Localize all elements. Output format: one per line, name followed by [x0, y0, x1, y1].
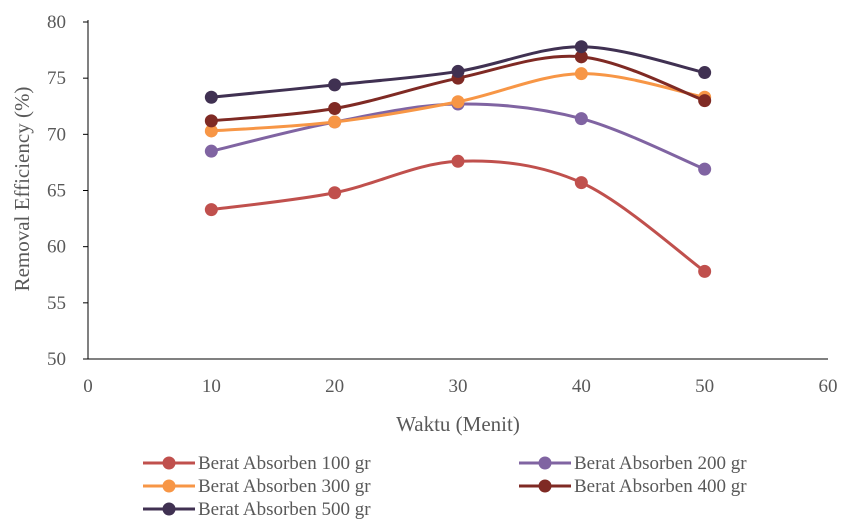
- data-point: [574, 112, 588, 126]
- legend: Berat Absorben 100 gr Berat Absorben 200 …: [143, 453, 747, 519]
- data-point: [698, 162, 712, 176]
- data-point: [574, 67, 588, 81]
- data-point: [574, 40, 588, 54]
- series-line: [211, 159, 706, 273]
- y-tick-label: 55: [47, 293, 66, 314]
- data-point: [204, 114, 218, 128]
- legend-item-2: Berat Absorben 200 gr: [519, 453, 747, 474]
- y-tick-label: 50: [47, 349, 66, 370]
- data-point: [574, 176, 588, 190]
- y-tick-label: 75: [47, 68, 66, 89]
- legend-item-3: Berat Absorben 300 gr: [143, 476, 371, 497]
- legend-swatch-marker: [162, 456, 176, 470]
- y-axis-title: Removal Efficiency (%): [10, 87, 34, 292]
- legend-label: Berat Absorben 100 gr: [198, 453, 371, 474]
- data-point: [328, 115, 342, 129]
- legend-item-5: Berat Absorben 500 gr: [143, 499, 371, 519]
- legend-label: Berat Absorben 400 gr: [574, 476, 747, 497]
- x-tick-label: 60: [819, 376, 838, 397]
- series-5: [204, 40, 712, 104]
- data-point: [204, 144, 218, 158]
- legend-swatch-marker: [538, 456, 552, 470]
- y-axis: 50 55 60 65 70 75 80: [47, 12, 89, 370]
- series-lines: [204, 40, 712, 278]
- x-axis: 0 10 20 30 40 50 60: [83, 358, 838, 397]
- legend-label: Berat Absorben 300 gr: [198, 476, 371, 497]
- x-tick-label: 10: [202, 376, 221, 397]
- data-point: [451, 64, 465, 78]
- series-4: [204, 50, 712, 128]
- x-tick-label: 50: [695, 376, 714, 397]
- x-tick-label: 30: [449, 376, 468, 397]
- data-point: [204, 90, 218, 104]
- y-tick-label: 65: [47, 181, 66, 202]
- y-tick-label: 60: [47, 237, 66, 258]
- data-point: [698, 264, 712, 278]
- data-point: [451, 95, 465, 109]
- legend-swatch-marker: [538, 479, 552, 493]
- y-tick-label: 70: [47, 124, 66, 145]
- x-tick-label: 0: [83, 376, 93, 397]
- x-tick-label: 40: [572, 376, 591, 397]
- legend-swatch-marker: [162, 479, 176, 493]
- legend-item-4: Berat Absorben 400 gr: [519, 476, 747, 497]
- data-point: [698, 66, 712, 80]
- x-axis-title: Waktu (Menit): [396, 412, 520, 436]
- data-point: [451, 154, 465, 168]
- series-1: [204, 154, 712, 278]
- legend-swatch-marker: [162, 502, 176, 516]
- data-point: [204, 203, 218, 217]
- data-point: [574, 50, 588, 64]
- data-point: [204, 124, 218, 138]
- legend-item-1: Berat Absorben 100 gr: [143, 453, 371, 474]
- y-tick-label: 80: [47, 12, 66, 33]
- data-point: [328, 78, 342, 92]
- data-point: [698, 94, 712, 108]
- x-tick-label: 20: [325, 376, 344, 397]
- legend-label: Berat Absorben 200 gr: [574, 453, 747, 474]
- data-point: [328, 186, 342, 200]
- legend-label: Berat Absorben 500 gr: [198, 499, 371, 519]
- data-point: [328, 101, 342, 115]
